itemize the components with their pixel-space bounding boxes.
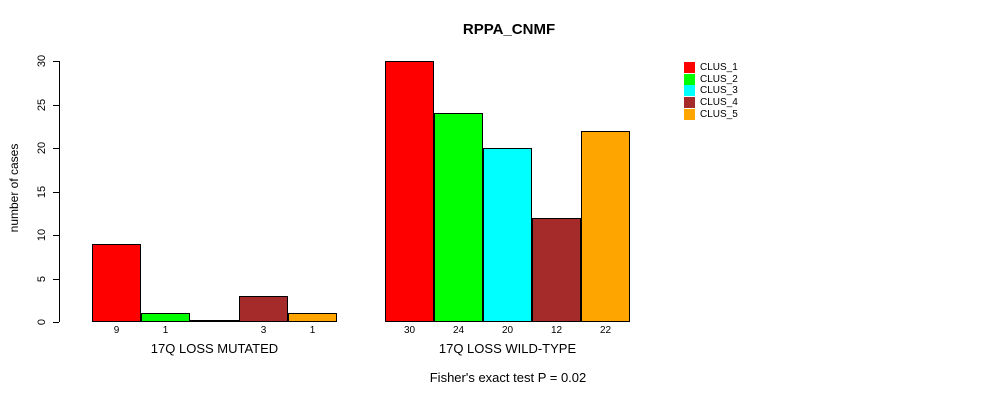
bar-clus_2 bbox=[141, 313, 190, 322]
y-axis-tick bbox=[53, 105, 59, 106]
bar-clus_5 bbox=[581, 131, 630, 322]
bar-value-label: 12 bbox=[550, 325, 563, 336]
legend-label: CLUS_1 bbox=[700, 62, 738, 74]
y-axis-title: number of cases bbox=[7, 143, 21, 233]
bar-clus_2 bbox=[434, 113, 483, 322]
y-axis-tick bbox=[53, 61, 59, 62]
legend-swatch bbox=[684, 108, 695, 120]
bar-clus_3 bbox=[483, 148, 532, 322]
bar-clus_5 bbox=[288, 313, 337, 322]
y-axis-tick bbox=[53, 279, 59, 280]
bar-value-label: 1 bbox=[309, 325, 316, 336]
legend-item: CLUS_1 bbox=[684, 62, 738, 74]
y-axis-tick-label: 20 bbox=[36, 141, 48, 155]
bar-clus_1 bbox=[92, 244, 141, 322]
legend-item: CLUS_5 bbox=[684, 108, 738, 120]
legend-label: CLUS_4 bbox=[700, 97, 738, 109]
legend-label: CLUS_2 bbox=[700, 73, 738, 85]
chart-title: RPPA_CNMF bbox=[462, 21, 556, 38]
legend-label: CLUS_3 bbox=[700, 85, 738, 97]
fisher-test-note: Fisher's exact test P = 0.02 bbox=[429, 370, 587, 385]
legend-item: CLUS_4 bbox=[684, 97, 738, 109]
bar-value-label: 20 bbox=[501, 325, 514, 336]
bar-value-label: 24 bbox=[452, 325, 465, 336]
bar-clus_4 bbox=[239, 296, 288, 322]
y-axis-tick bbox=[53, 148, 59, 149]
y-axis-tick-label: 5 bbox=[36, 275, 48, 283]
legend-swatch bbox=[684, 85, 695, 97]
legend-swatch bbox=[684, 73, 695, 85]
bar-value-label: 9 bbox=[113, 325, 120, 336]
legend-item: CLUS_3 bbox=[684, 85, 738, 97]
y-axis-tick-label: 0 bbox=[36, 318, 48, 326]
group-label: 17Q LOSS MUTATED bbox=[150, 341, 279, 356]
y-axis-tick bbox=[53, 192, 59, 193]
y-axis-tick-label: 30 bbox=[36, 54, 48, 68]
bar-value-label: 30 bbox=[403, 325, 416, 336]
legend-label: CLUS_5 bbox=[700, 108, 738, 120]
y-axis-tick bbox=[53, 322, 59, 323]
bar-clus_3 bbox=[190, 320, 239, 322]
legend-swatch bbox=[684, 62, 695, 74]
bar-value-label: 22 bbox=[599, 325, 612, 336]
y-axis-line bbox=[59, 61, 60, 322]
bar-clus_1 bbox=[385, 61, 434, 322]
bar-value-label: 3 bbox=[260, 325, 267, 336]
bar-value-label: 1 bbox=[162, 325, 169, 336]
y-axis-tick-label: 25 bbox=[36, 98, 48, 112]
y-axis-tick bbox=[53, 235, 59, 236]
bar-clus_4 bbox=[532, 218, 581, 322]
group-label: 17Q LOSS WILD-TYPE bbox=[438, 341, 577, 356]
legend-item: CLUS_2 bbox=[684, 73, 738, 86]
y-axis-tick-label: 15 bbox=[36, 185, 48, 199]
legend: CLUS_1 CLUS_2 CLUS_3 CLUS_4 CLUS_5 bbox=[684, 62, 738, 120]
legend-swatch bbox=[684, 97, 695, 109]
y-axis-tick-label: 10 bbox=[36, 228, 48, 242]
